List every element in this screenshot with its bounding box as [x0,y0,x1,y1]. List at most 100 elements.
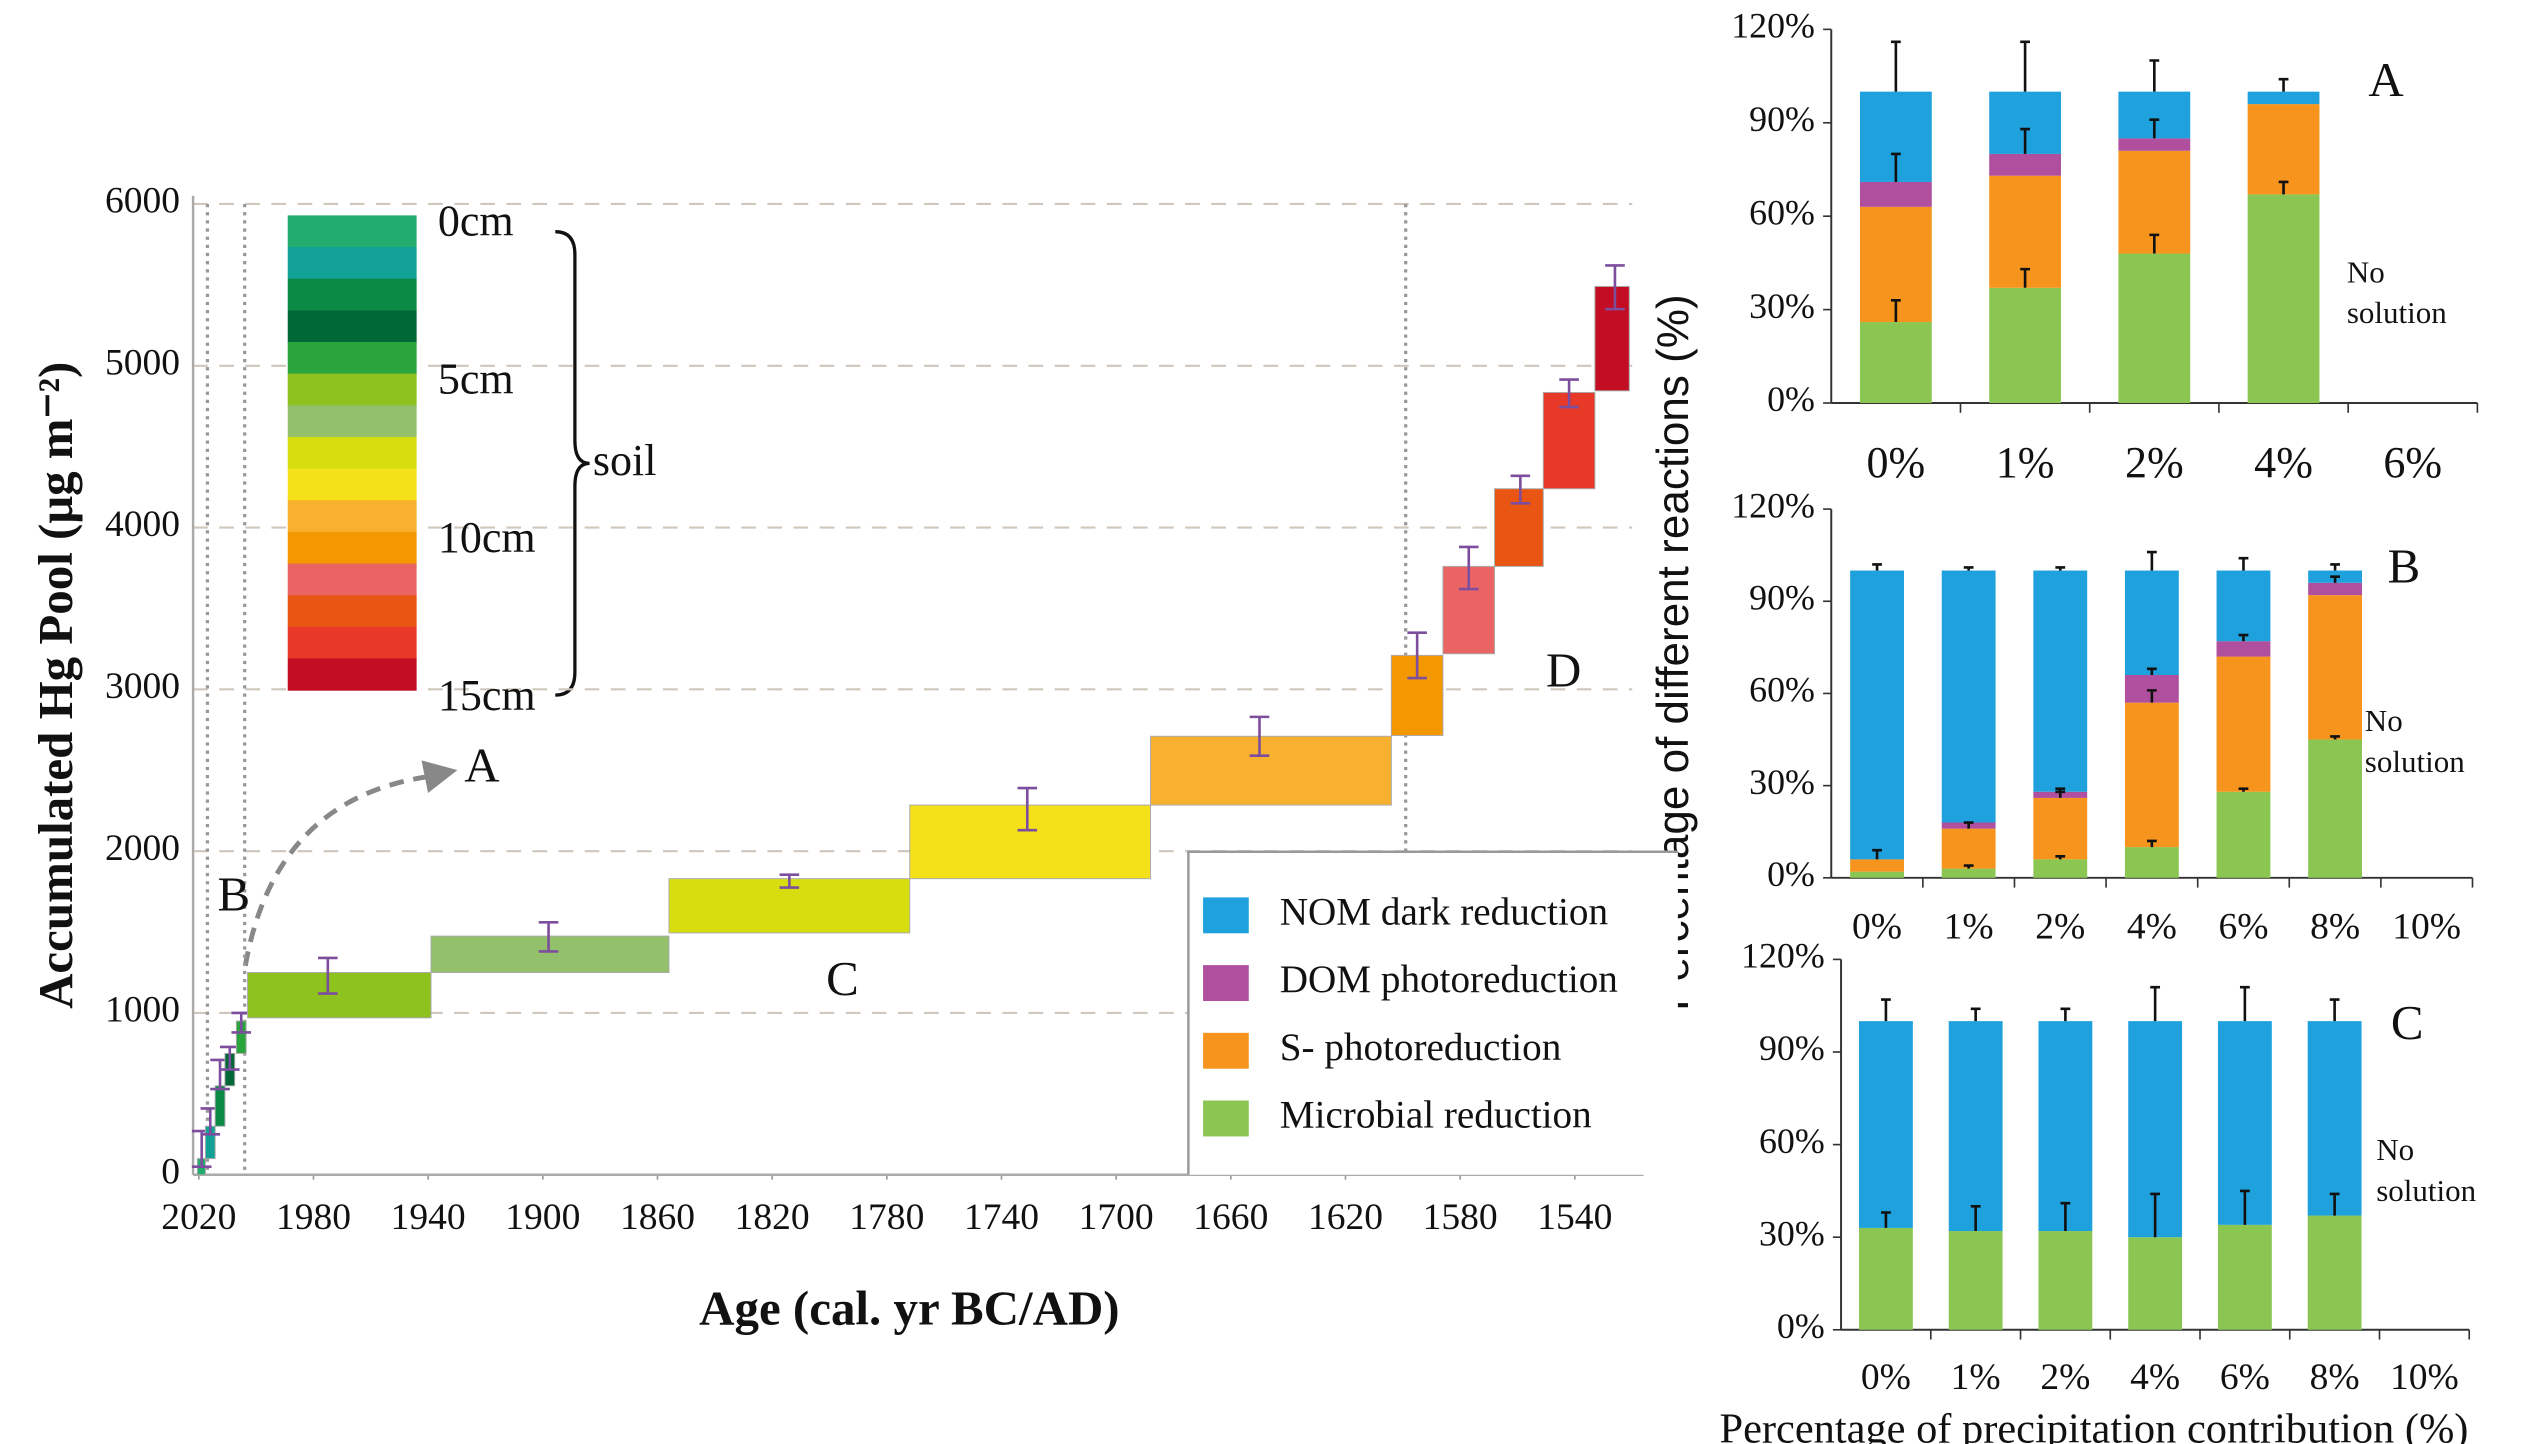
y-tick-label: 30% [1749,286,1815,326]
bar-segment [2247,194,2320,404]
error-bar [1249,715,1270,758]
error-bar [2146,550,2157,571]
bar-segment [1850,570,1904,860]
error-bar [2150,985,2161,1022]
depth-swatch [287,341,417,375]
y-tick-label: 30% [1759,1213,1825,1253]
annotation: B [218,866,251,921]
y-tick-label: 0 [161,1151,180,1192]
note-box: No solution [2347,256,2447,331]
error-bar [1890,298,1901,323]
y-tick-label: 120% [1731,485,1815,525]
bar-segment [1941,570,1996,823]
x-tick-label: 1580 [1423,1197,1498,1238]
y-tick-label: 60% [1759,1121,1825,1161]
y-tick-label: 3000 [105,666,180,707]
error-bar [1890,152,1901,182]
annotation: A [464,737,499,792]
error-bar [1881,998,1891,1022]
x-tick-label: 2020 [161,1197,236,1238]
error-bar [2278,180,2289,195]
bar-segment [2033,570,2088,792]
panel-label: A [2368,52,2403,107]
legend-swatch [1203,1032,1249,1069]
error-bar [2238,633,2249,642]
y-tick-label: 0% [1777,1306,1825,1346]
y-tick-label: 5000 [105,342,180,383]
legend-swatch [1203,897,1249,934]
age-depth-bar [1542,391,1596,490]
x-tick-label: 0% [1867,438,1926,487]
x-tick-label: 6% [2383,438,2442,487]
bar-segment [1850,871,1904,878]
bar-segment [2128,1237,2183,1330]
x-tick-label: 1940 [391,1197,466,1238]
bar-segment [1850,859,1904,872]
x-tick-label: 0% [1852,907,1902,948]
legend-label: NOM dark reduction [1280,890,1608,933]
error-bar [2146,689,2157,703]
x-tick-label: 4% [2127,907,2177,948]
error-bar [2149,59,2160,92]
y-tick-label: 1000 [105,990,180,1031]
panel-label: C [2391,995,2424,1050]
x-tick-label: 10% [2392,907,2461,948]
x-tick-label: 10% [2390,1357,2459,1398]
arrow-head [421,760,458,793]
error-bar [2020,40,2030,92]
y-tick-label: 6000 [105,181,180,222]
x-tick-label: 1860 [620,1197,695,1238]
error-bar [2149,118,2160,139]
x-tick-label: 1540 [1537,1197,1612,1238]
error-bar [1970,1205,1981,1232]
depth-swatch [287,658,417,691]
error-bar [2238,556,2249,571]
bar-segment [2217,1224,2272,1330]
error-bar [2239,1189,2250,1225]
x-tick-label: 4% [2130,1357,2180,1398]
legend-label: Microbial reduction [1280,1093,1592,1136]
x-tick-label: 4% [2254,438,2313,487]
legend-label: S- photoreduction [1280,1026,1562,1069]
bar-segment [2247,104,2320,195]
depth-swatch [287,215,417,248]
age-depth-bar [1594,285,1630,392]
x-tick-label: 1780 [849,1197,924,1238]
legend-swatch [1203,1100,1249,1137]
x-tick-label: 1700 [1079,1197,1154,1238]
error-bar [1872,848,1882,860]
legend-border [1187,850,1678,1175]
y-tick-label: 60% [1749,670,1815,710]
x-tick-label: 8% [2310,907,2360,948]
error-bar [1407,631,1427,680]
note-box: No solution [2365,705,2465,780]
bar-segment [2308,582,2363,596]
error-bar [2146,667,2157,676]
bar-segment [1858,1021,1913,1228]
legend-box [1188,851,1678,1175]
error-bar [1872,563,1882,571]
x-tick-label: 1900 [505,1197,580,1238]
error-bar [1970,1007,1981,1022]
error-bar [2020,267,2030,288]
bar-segment [1989,287,2061,404]
bar-segment [2216,791,2271,878]
no-solution-note: No solution [2376,1133,2477,1210]
bar-segment [2307,1215,2362,1330]
error-bar [1963,821,1974,829]
bar-segment [2118,138,2191,151]
x-tick-label: 2% [2125,438,2184,487]
depth-label: 5cm [438,355,514,404]
bar-segment [1941,828,1996,869]
error-bar [2329,998,2340,1022]
x-tick-label: 0% [1861,1357,1911,1398]
error-bar [2146,839,2157,848]
bar-segment [2124,847,2179,878]
depth-swatch [287,626,417,660]
error-bar [1881,1211,1891,1228]
bar-segment [2247,91,2320,105]
x-tick-label: 8% [2310,1357,2360,1398]
depth-swatch [287,373,417,406]
error-bar [2149,233,2160,254]
